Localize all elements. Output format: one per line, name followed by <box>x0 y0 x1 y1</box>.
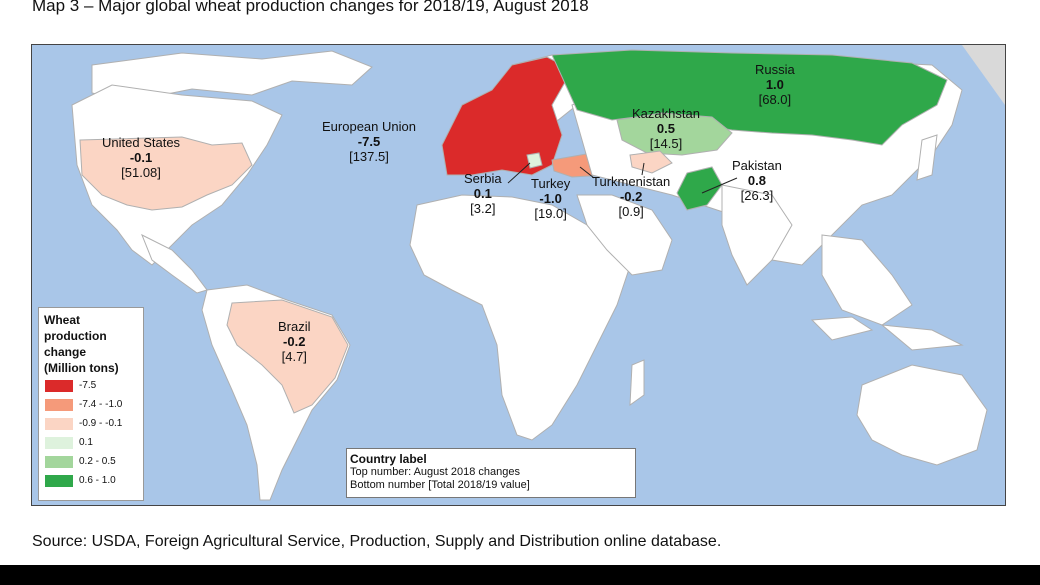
leader-pakistan <box>701 177 738 194</box>
label-kazakhstan: Kazakhstan 0.5 [14.5] <box>632 106 700 151</box>
legend-item-label: 0.6 - 1.0 <box>79 475 116 486</box>
legend-item: -0.9 - -0.1 <box>39 414 143 433</box>
label-pakistan: Pakistan 0.8 [26.3] <box>732 158 782 203</box>
legend-swatch <box>45 417 73 430</box>
label-european-union: European Union -7.5 [137.5] <box>322 119 416 164</box>
region-serbia <box>526 152 543 169</box>
legend-item: 0.6 - 1.0 <box>39 471 143 490</box>
label-russia: Russia 1.0 [68.0] <box>755 62 795 107</box>
legend: Wheat production change (Million tons) -… <box>38 307 144 501</box>
legend-item-label: 0.2 - 0.5 <box>79 456 116 467</box>
legend-swatch <box>45 474 73 487</box>
leader-turkmenistan <box>641 162 645 176</box>
legend-swatch <box>45 455 73 468</box>
label-key-line-top: Top number: August 2018 changes <box>350 466 521 478</box>
region-european-union <box>441 56 573 176</box>
legend-item: 0.1 <box>39 433 143 452</box>
legend-item: 0.2 - 0.5 <box>39 452 143 471</box>
country-label-key: Country label Top number: August 2018 ch… <box>346 448 636 498</box>
legend-item: -7.4 - -1.0 <box>39 395 143 414</box>
label-serbia: Serbia 0.1 [3.2] <box>464 171 502 216</box>
land-india <box>721 184 793 286</box>
page-title: Map 3 – Major global wheat production ch… <box>32 0 589 15</box>
land-indonesia <box>810 316 964 351</box>
legend-swatch <box>45 379 73 392</box>
land-japan <box>916 134 938 181</box>
region-united-states <box>79 136 253 211</box>
legend-item-label: -0.9 - -0.1 <box>79 418 123 429</box>
label-turkey: Turkey -1.0 [19.0] <box>531 176 571 221</box>
land-madagascar <box>629 359 645 407</box>
arctic-corner <box>962 45 1005 105</box>
land-australia <box>856 364 988 466</box>
land-southeast-asia <box>821 234 913 326</box>
bottom-bar <box>0 565 1040 585</box>
land-africa <box>409 194 633 441</box>
legend-title: Wheat production change (Million tons) <box>44 313 119 375</box>
region-pakistan <box>676 166 723 211</box>
land-central-america <box>141 233 208 294</box>
region-turkmenistan <box>629 150 673 174</box>
legend-items: -7.5 -7.4 - -1.0 -0.9 - -0.1 0.1 0.2 - 0.5 0.… <box>39 376 143 490</box>
leader-serbia <box>507 162 531 184</box>
region-kazakhstan <box>616 112 733 156</box>
region-brazil <box>226 299 349 414</box>
label-brazil: Brazil -0.2 [4.7] <box>278 319 311 364</box>
legend-swatch <box>45 398 73 411</box>
legend-swatch <box>45 436 73 449</box>
legend-item: -7.5 <box>39 376 143 395</box>
label-key-title: Country label <box>350 452 427 466</box>
leader-turkey <box>579 166 595 179</box>
label-key-line-bottom: Bottom number [Total 2018/19 value] <box>350 479 530 491</box>
land-arabia <box>576 194 673 276</box>
label-united-states: United States -0.1 [51.08] <box>102 135 181 180</box>
legend-item-label: -7.5 <box>79 380 97 391</box>
label-turkmenistan: Turkmenistan -0.2 [0.9] <box>592 174 671 219</box>
source-note: Source: USDA, Foreign Agricultural Servi… <box>32 533 722 550</box>
legend-item-label: -7.4 - -1.0 <box>79 399 123 410</box>
world-map: United States -0.1 [51.08] European Unio… <box>31 44 1006 506</box>
map-canvas <box>71 45 1005 501</box>
legend-item-label: 0.1 <box>79 437 93 448</box>
